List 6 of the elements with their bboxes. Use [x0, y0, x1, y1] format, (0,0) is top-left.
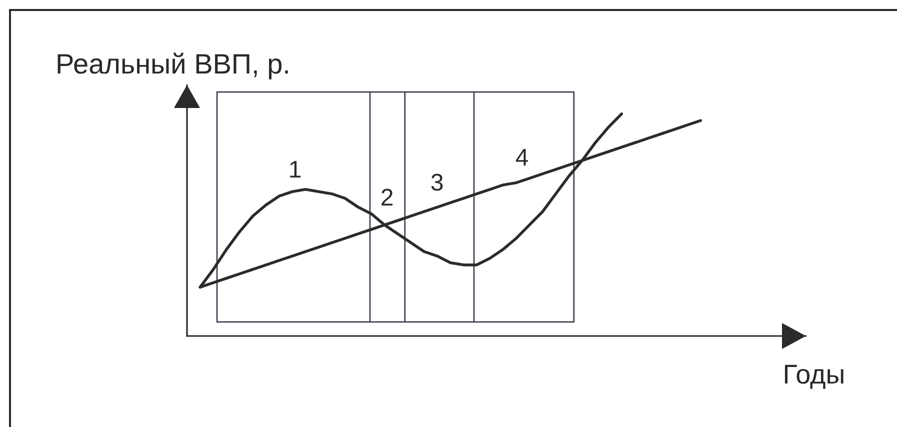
x-axis-title: Годы	[782, 360, 846, 390]
annotation: 3	[430, 170, 444, 196]
y-axis-title: Реальный ВВП, р.	[56, 48, 290, 80]
annotation: 1	[288, 156, 302, 184]
annotation: 4	[515, 144, 529, 172]
annotation: 2	[380, 184, 394, 212]
